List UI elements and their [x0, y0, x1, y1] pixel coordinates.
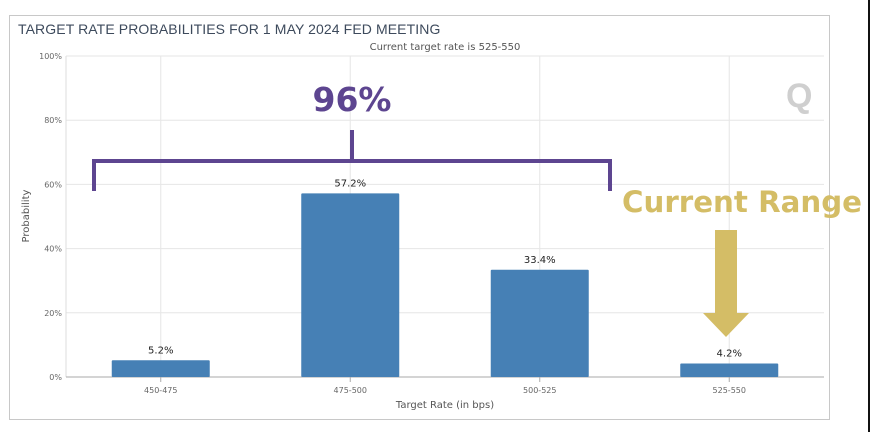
- chart-title: TARGET RATE PROBABILITIES FOR 1 MAY 2024…: [18, 21, 441, 37]
- current-range-label: Current Range: [622, 185, 862, 219]
- y-tick-label: 60%: [44, 180, 62, 189]
- data-label: 4.2%: [717, 349, 742, 360]
- bracket-label: 96%: [313, 80, 392, 119]
- y-tick-label: 20%: [44, 309, 62, 318]
- data-label: 5.2%: [148, 345, 173, 356]
- bar-450-475: [111, 360, 210, 377]
- bracket-annotation: [92, 130, 612, 191]
- y-tick-label: 40%: [44, 245, 62, 254]
- y-tick-label: 80%: [44, 116, 62, 125]
- x-tick-label: 500-525: [523, 386, 556, 395]
- right-edge-divider: [868, 0, 870, 432]
- data-label: 57.2%: [334, 178, 366, 189]
- bar-475-500: [301, 193, 400, 377]
- chart-panel: [9, 15, 830, 420]
- y-axis-title: Probability: [21, 189, 32, 242]
- y-tick-label: 100%: [39, 52, 62, 61]
- y-tick-label: 0%: [49, 373, 62, 382]
- chart-subtitle: Current target rate is 525-550: [370, 42, 521, 53]
- x-tick-label: 525-550: [713, 386, 746, 395]
- down-arrow-icon: [703, 230, 749, 337]
- bar-525-550: [680, 363, 779, 377]
- data-label: 33.4%: [524, 255, 556, 266]
- x-axis-title: Target Rate (in bps): [395, 400, 494, 411]
- bar-500-525: [490, 269, 589, 377]
- watermark-logo: Q: [786, 77, 812, 115]
- x-tick-label: 475-500: [334, 386, 367, 395]
- x-tick-label: 450-475: [144, 386, 177, 395]
